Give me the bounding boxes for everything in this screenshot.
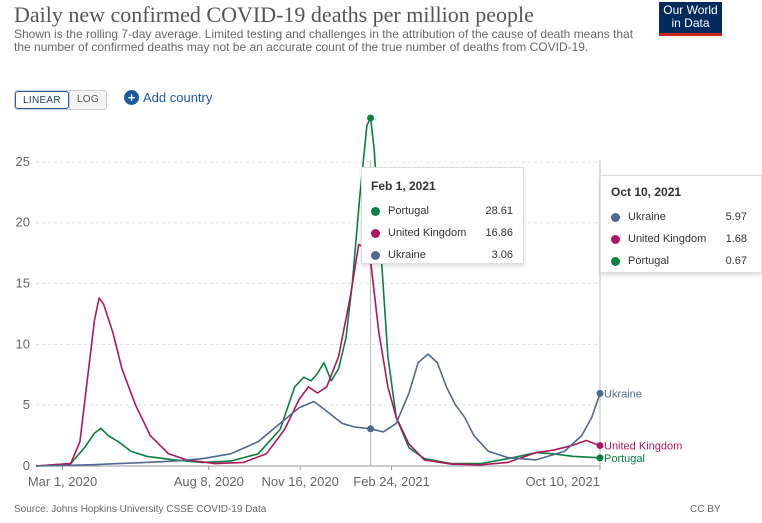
series-line-united-kingdom: [35, 243, 601, 467]
tooltip-row: Ukraine 3.06: [371, 244, 513, 266]
log-button[interactable]: LOG: [68, 91, 106, 109]
y-tick-label: 5: [23, 397, 30, 412]
tooltip-series-name: Portugal: [628, 255, 669, 267]
chart-subtitle: Shown is the rolling 7-day average. Limi…: [14, 27, 634, 54]
x-tick-label: Feb 24, 2021: [353, 474, 430, 489]
series-end-point: [596, 389, 604, 397]
add-country-label: Add country: [143, 90, 213, 105]
series-end-label: United Kingdom: [604, 441, 682, 453]
series-end-point: [596, 454, 604, 462]
tooltip-row: United Kingdom 16.86: [371, 222, 513, 244]
series-dot: [371, 228, 380, 238]
y-tick-label: 25: [16, 154, 30, 169]
hover-marker: [367, 114, 375, 122]
series-dot: [371, 206, 380, 216]
tooltip-series-value: 16.86: [485, 227, 513, 239]
tooltip-series-name: Ukraine: [628, 211, 666, 223]
tooltip-row: United Kingdom 1.68: [611, 228, 747, 250]
add-country-button[interactable]: + Add country: [124, 90, 212, 105]
logo-line-1: Our World: [663, 3, 718, 17]
license-note[interactable]: CC BY: [690, 504, 721, 515]
tooltip-series-value: 0.67: [725, 255, 747, 267]
linear-button[interactable]: LINEAR: [15, 91, 69, 109]
logo-line-2: in Data: [671, 16, 710, 30]
tooltip-series-name: Portugal: [388, 205, 429, 217]
series-end-label: Portugal: [604, 453, 645, 465]
tooltip-series-value: 3.06: [491, 249, 513, 261]
tooltip-date: Feb 1, 2021: [371, 179, 436, 193]
series-dot: [611, 234, 620, 244]
series-line-ukraine: [35, 353, 601, 467]
x-tick-label: Aug 8, 2020: [174, 474, 244, 489]
chart-title: Daily new confirmed COVID-19 deaths per …: [14, 2, 534, 27]
series-end-point: [596, 442, 604, 450]
tooltip-date: Oct 10, 2021: [611, 185, 682, 199]
tooltip-series-value: 5.97: [725, 211, 747, 223]
tooltip-row: Portugal 28.61: [371, 200, 513, 222]
series-dot: [611, 256, 620, 266]
tooltip-series-name: United Kingdom: [388, 227, 467, 239]
series-dot: [611, 212, 620, 222]
tooltip-row: Portugal 0.67: [611, 250, 747, 272]
hover-marker: [367, 425, 375, 433]
owid-logo[interactable]: Our World in Data: [659, 2, 722, 36]
tooltip-oct-2021: Oct 10, 2021 Ukraine 5.97 United Kingdom…: [600, 175, 762, 273]
tooltip-row: Ukraine 5.97: [611, 206, 747, 228]
y-tick-label: 20: [16, 215, 30, 230]
series-end-label: Ukraine: [604, 388, 642, 400]
y-tick-label: 15: [16, 276, 30, 291]
x-tick-label: Mar 1, 2020: [28, 474, 97, 489]
tooltip-series-value: 28.61: [485, 205, 513, 217]
x-tick-label: Oct 10, 2021: [526, 474, 600, 489]
tooltip-feb-2021: Feb 1, 2021 Portugal 28.61 United Kingdo…: [361, 167, 524, 264]
y-tick-label: 10: [16, 336, 30, 351]
tooltip-series-name: Ukraine: [388, 249, 426, 261]
plus-icon: +: [124, 90, 139, 105]
series-dot: [371, 250, 380, 260]
y-tick-label: 0: [23, 458, 30, 473]
scale-toggle: LINEAR LOG: [14, 90, 107, 110]
source-note[interactable]: Source: Johns Hopkins University CSSE CO…: [14, 504, 267, 515]
x-tick-label: Nov 16, 2020: [262, 474, 339, 489]
tooltip-series-value: 1.68: [725, 233, 747, 245]
tooltip-series-name: United Kingdom: [628, 233, 707, 245]
